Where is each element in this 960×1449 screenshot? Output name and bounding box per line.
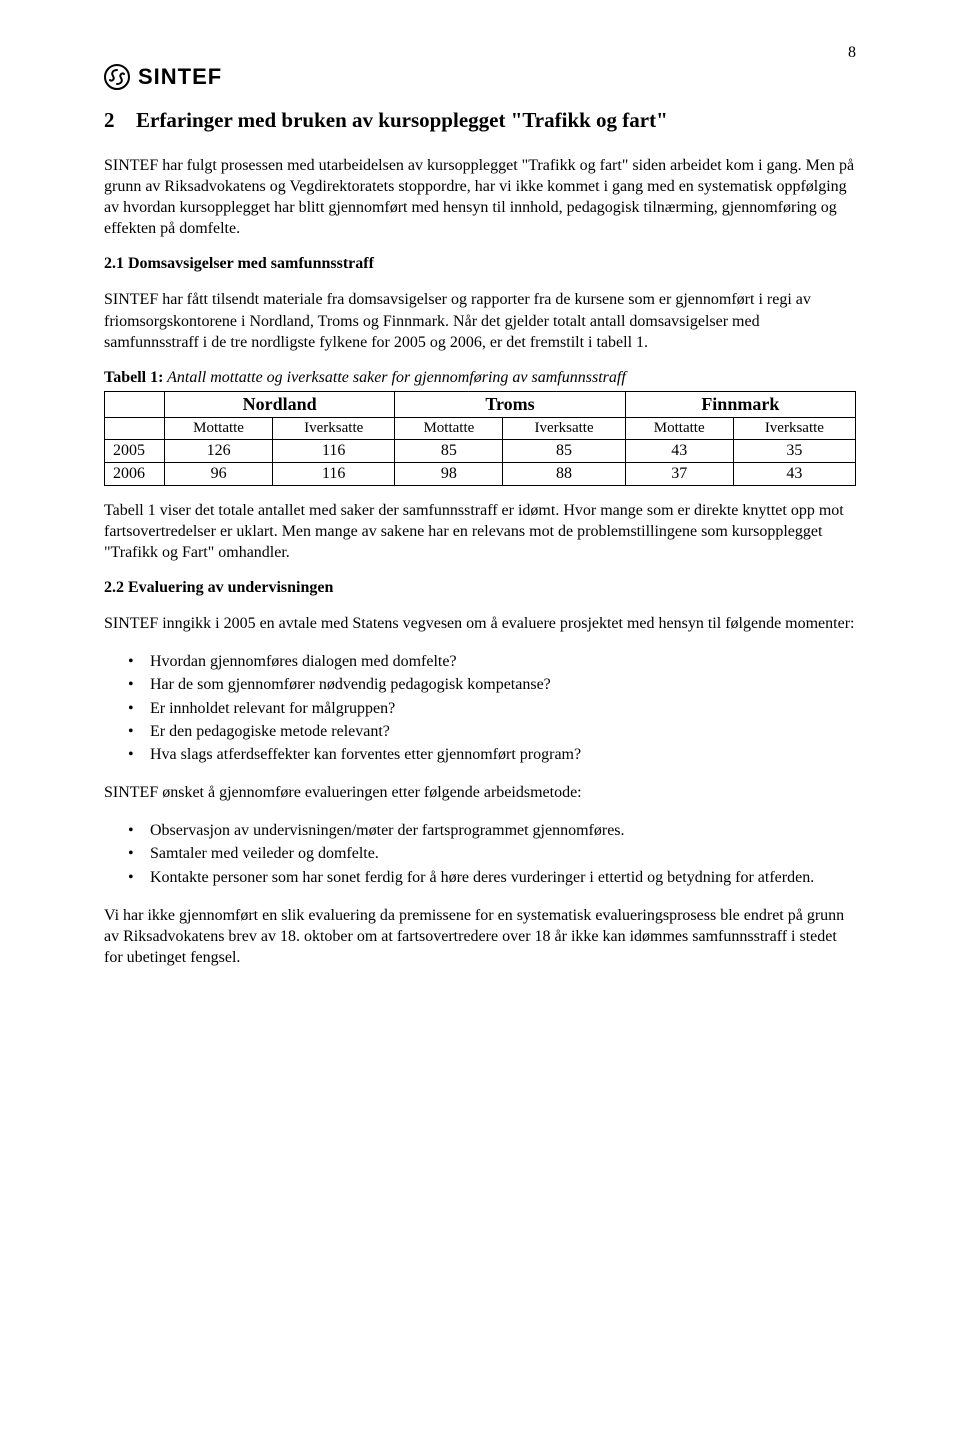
table-row: 2006 96 116 98 88 37 43 [105, 462, 856, 485]
table-cell: 116 [273, 462, 395, 485]
paragraph: SINTEF inngikk i 2005 en avtale med Stat… [104, 613, 856, 634]
list-item: Er innholdet relevant for målgruppen? [128, 697, 856, 720]
logo-text: SINTEF [138, 64, 222, 90]
table-cell: 43 [733, 462, 855, 485]
bullet-list-2: Observasjon av undervisningen/møter der … [128, 819, 856, 889]
table-cell: 85 [503, 439, 625, 462]
list-item: Har de som gjennomfører nødvendig pedago… [128, 673, 856, 696]
table-row-subheaders: Mottatte Iverksatte Mottatte Iverksatte … [105, 417, 856, 439]
table-cell: 96 [165, 462, 273, 485]
list-item: Observasjon av undervisningen/møter der … [128, 819, 856, 842]
table-subheader: Mottatte [625, 417, 733, 439]
table-year: 2005 [105, 439, 165, 462]
paragraph: SINTEF ønsket å gjennomføre evalueringen… [104, 782, 856, 803]
table-1: Nordland Troms Finnmark Mottatte Iverksa… [104, 391, 856, 486]
table-caption-label: Tabell 1: [104, 369, 163, 386]
table-cell: 98 [395, 462, 503, 485]
list-item: Er den pedagogiske metode relevant? [128, 720, 856, 743]
table-cell: 126 [165, 439, 273, 462]
paragraph: Vi har ikke gjennomført en slik evalueri… [104, 905, 856, 968]
list-item: Samtaler med veileder og domfelte. [128, 842, 856, 865]
section-number: 2 [104, 108, 118, 133]
table-cell-empty [105, 417, 165, 439]
table-cell: 85 [395, 439, 503, 462]
table-subheader: Mottatte [165, 417, 273, 439]
table-subheader: Iverksatte [273, 417, 395, 439]
table-cell: 35 [733, 439, 855, 462]
table-caption-text: Antall mottatte og iverksatte saker for … [163, 369, 625, 386]
paragraph: SINTEF har fått tilsendt materiale fra d… [104, 289, 856, 352]
list-item: Kontakte personer som har sonet ferdig f… [128, 866, 856, 889]
table-row-regions: Nordland Troms Finnmark [105, 391, 856, 417]
bullet-list-1: Hvordan gjennomføres dialogen med domfel… [128, 650, 856, 766]
table-year: 2006 [105, 462, 165, 485]
section-title: 2 Erfaringer med bruken av kursopplegget… [104, 108, 856, 133]
table-cell: 116 [273, 439, 395, 462]
table-header-region: Finnmark [625, 391, 855, 417]
paragraph: Tabell 1 viser det totale antallet med s… [104, 500, 856, 563]
section-heading: Erfaringer med bruken av kursopplegget "… [136, 108, 668, 133]
table-caption: Tabell 1: Antall mottatte og iverksatte … [104, 369, 856, 387]
table-row: 2005 126 116 85 85 43 35 [105, 439, 856, 462]
table-cell: 37 [625, 462, 733, 485]
table-subheader: Mottatte [395, 417, 503, 439]
list-item: Hvordan gjennomføres dialogen med domfel… [128, 650, 856, 673]
table-subheader: Iverksatte [503, 417, 625, 439]
table-header-region: Nordland [165, 391, 395, 417]
list-item: Hva slags atferdseffekter kan forventes … [128, 743, 856, 766]
logo: SINTEF [104, 64, 856, 90]
table-cell: 43 [625, 439, 733, 462]
table-subheader: Iverksatte [733, 417, 855, 439]
table-cell-empty [105, 391, 165, 417]
paragraph: SINTEF har fulgt prosessen med utarbeide… [104, 155, 856, 239]
subsection-2-2: 2.2 Evaluering av undervisningen [104, 579, 856, 597]
page-number: 8 [848, 44, 856, 62]
table-header-region: Troms [395, 391, 625, 417]
subsection-2-1: 2.1 Domsavsigelser med samfunnsstraff [104, 255, 856, 273]
table-cell: 88 [503, 462, 625, 485]
logo-mark-icon [104, 64, 130, 90]
